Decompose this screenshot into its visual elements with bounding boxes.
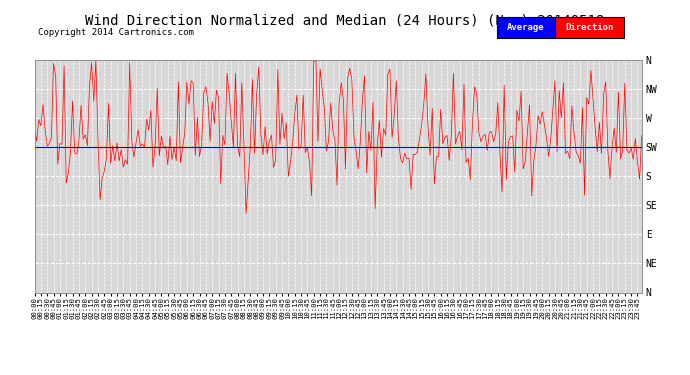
Text: Direction: Direction bbox=[566, 22, 614, 32]
Text: Copyright 2014 Cartronics.com: Copyright 2014 Cartronics.com bbox=[38, 28, 194, 37]
Text: Wind Direction Normalized and Median (24 Hours) (New) 20140518: Wind Direction Normalized and Median (24… bbox=[86, 13, 604, 27]
Text: Average: Average bbox=[507, 22, 545, 32]
